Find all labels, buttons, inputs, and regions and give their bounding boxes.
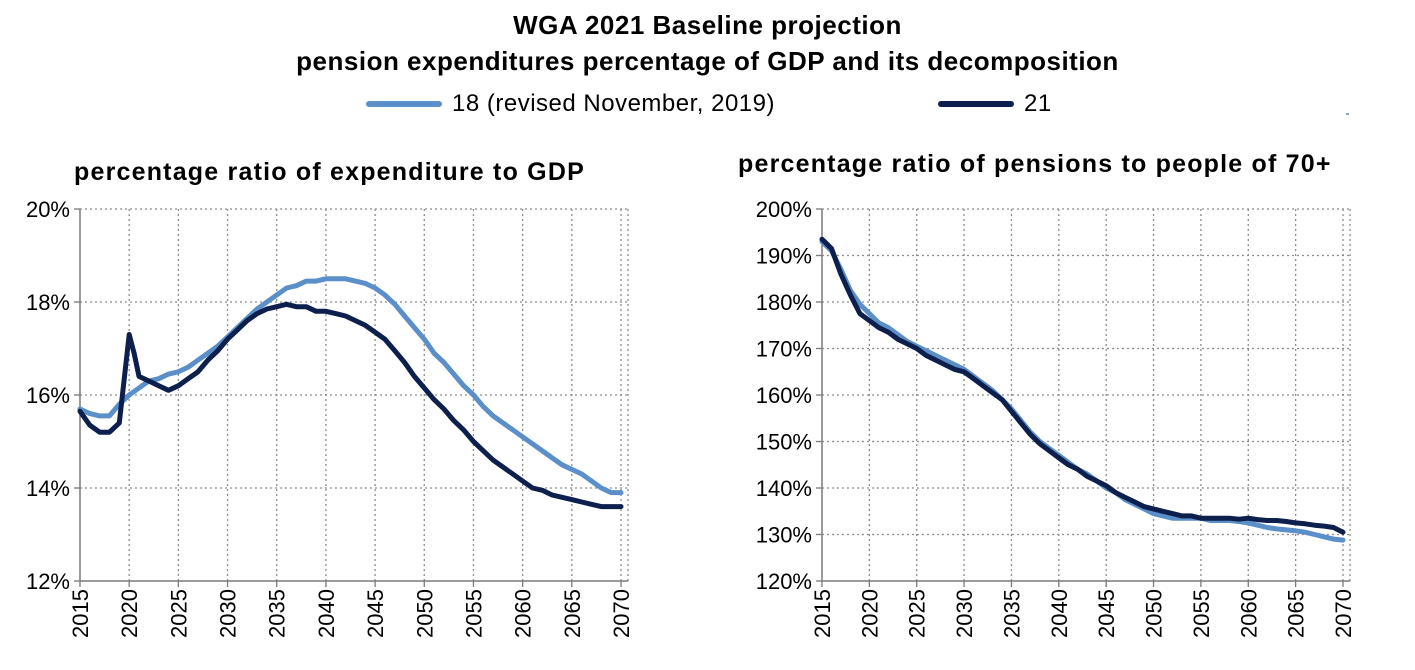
expenditure-x-tick-label-1: 2020 — [117, 589, 142, 638]
pensions-x-tick-label-11: 2070 — [1331, 589, 1356, 638]
panel-title-pensions-70plus: percentage ratio of pensions to people o… — [738, 150, 1332, 178]
pensions-x-tick-label-10: 2065 — [1284, 589, 1309, 638]
legend-edge-mark — [1346, 113, 1349, 115]
pensions-x-tick-label-2: 2025 — [905, 589, 930, 638]
legend-item-2018: 18 (revised November, 2019) — [366, 90, 775, 118]
expenditure-y-tick-label-3: 18% — [26, 290, 70, 315]
pensions-x-tick-label-9: 2060 — [1236, 589, 1261, 638]
expenditure-series-line-2018 — [77, 276, 624, 496]
pensions-x-tick-label-5: 2040 — [1047, 589, 1072, 638]
legend-label-2021: 21 — [1024, 90, 1052, 117]
legend-label-2018: 18 (revised November, 2019) — [452, 90, 775, 117]
pensions-x-tick-label-1: 2020 — [857, 589, 882, 638]
expenditure-x-tick-label-4: 2035 — [265, 589, 290, 638]
pensions-y-tick-label-2: 140% — [756, 476, 812, 501]
pensions-x-tick-label-6: 2045 — [1094, 589, 1119, 638]
pensions-x-tick-label-3: 2030 — [952, 589, 977, 638]
expenditure-x-tick-label-8: 2055 — [461, 589, 486, 638]
expenditure-x-tick-label-10: 2065 — [560, 589, 585, 638]
pensions-y-tick-label-8: 200% — [756, 197, 812, 222]
pensions-y-tick-label-3: 150% — [756, 430, 812, 455]
pensions-x-tick-label-8: 2055 — [1189, 589, 1214, 638]
expenditure-x-tick-label-6: 2045 — [363, 589, 388, 638]
expenditure-x-tick-label-5: 2040 — [314, 589, 339, 638]
pensions-y-tick-label-6: 180% — [756, 290, 812, 315]
expenditure-x-tick-label-0: 2015 — [68, 589, 93, 638]
legend-swatch-2018 — [366, 101, 442, 107]
chart-title-line-2: pension expenditures percentage of GDP a… — [296, 46, 1119, 76]
pensions-x-tick-label-7: 2050 — [1142, 589, 1167, 638]
pensions-y-tick-label-4: 160% — [756, 383, 812, 408]
legend: 18 (revised November, 2019) 21 — [0, 90, 1415, 126]
expenditure-series-line-2021 — [77, 301, 624, 510]
pensions-x-tick-label-4: 2035 — [999, 589, 1024, 638]
expenditure-x-tick-label-3: 2030 — [216, 589, 241, 638]
expenditure-y-tick-label-0: 12% — [26, 569, 70, 594]
pensions-x-tick-label-0: 2015 — [810, 589, 835, 638]
pensions-series-line-2021 — [819, 236, 1346, 535]
pensions-y-tick-label-1: 130% — [756, 523, 812, 548]
expenditure-y-tick-label-2: 16% — [26, 383, 70, 408]
pensions-y-tick-label-7: 190% — [756, 244, 812, 269]
legend-swatch-2021 — [938, 101, 1014, 107]
pensions-y-tick-label-0: 120% — [756, 569, 812, 594]
pensions-series-line-2018 — [819, 239, 1346, 543]
expenditure-x-tick-label-11: 2070 — [609, 589, 634, 638]
expenditure-y-tick-label-1: 14% — [26, 476, 70, 501]
chart-title-line-1: WGA 2021 Baseline projection — [513, 10, 902, 40]
pensions-y-tick-label-5: 170% — [756, 337, 812, 362]
legend-item-2021: 21 — [938, 90, 1052, 118]
expenditure-y-tick-label-4: 20% — [26, 197, 70, 222]
expenditure-x-tick-label-7: 2050 — [412, 589, 437, 638]
panel-title-expenditure-gdp: percentage ratio of expenditure to GDP — [74, 158, 585, 186]
expenditure-x-tick-label-9: 2060 — [511, 589, 536, 638]
expenditure-x-tick-label-2: 2025 — [166, 589, 191, 638]
